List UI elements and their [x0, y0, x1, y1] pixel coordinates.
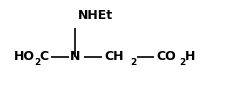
Text: H: H	[184, 50, 194, 63]
Text: 2: 2	[34, 58, 40, 67]
Text: HO: HO	[14, 50, 35, 63]
Text: CH: CH	[104, 50, 123, 63]
Text: C: C	[39, 50, 48, 63]
Text: NHEt: NHEt	[78, 9, 112, 22]
Text: 2: 2	[179, 58, 185, 67]
Text: N: N	[70, 50, 80, 63]
Text: 2: 2	[130, 58, 136, 67]
Text: CO: CO	[156, 50, 176, 63]
